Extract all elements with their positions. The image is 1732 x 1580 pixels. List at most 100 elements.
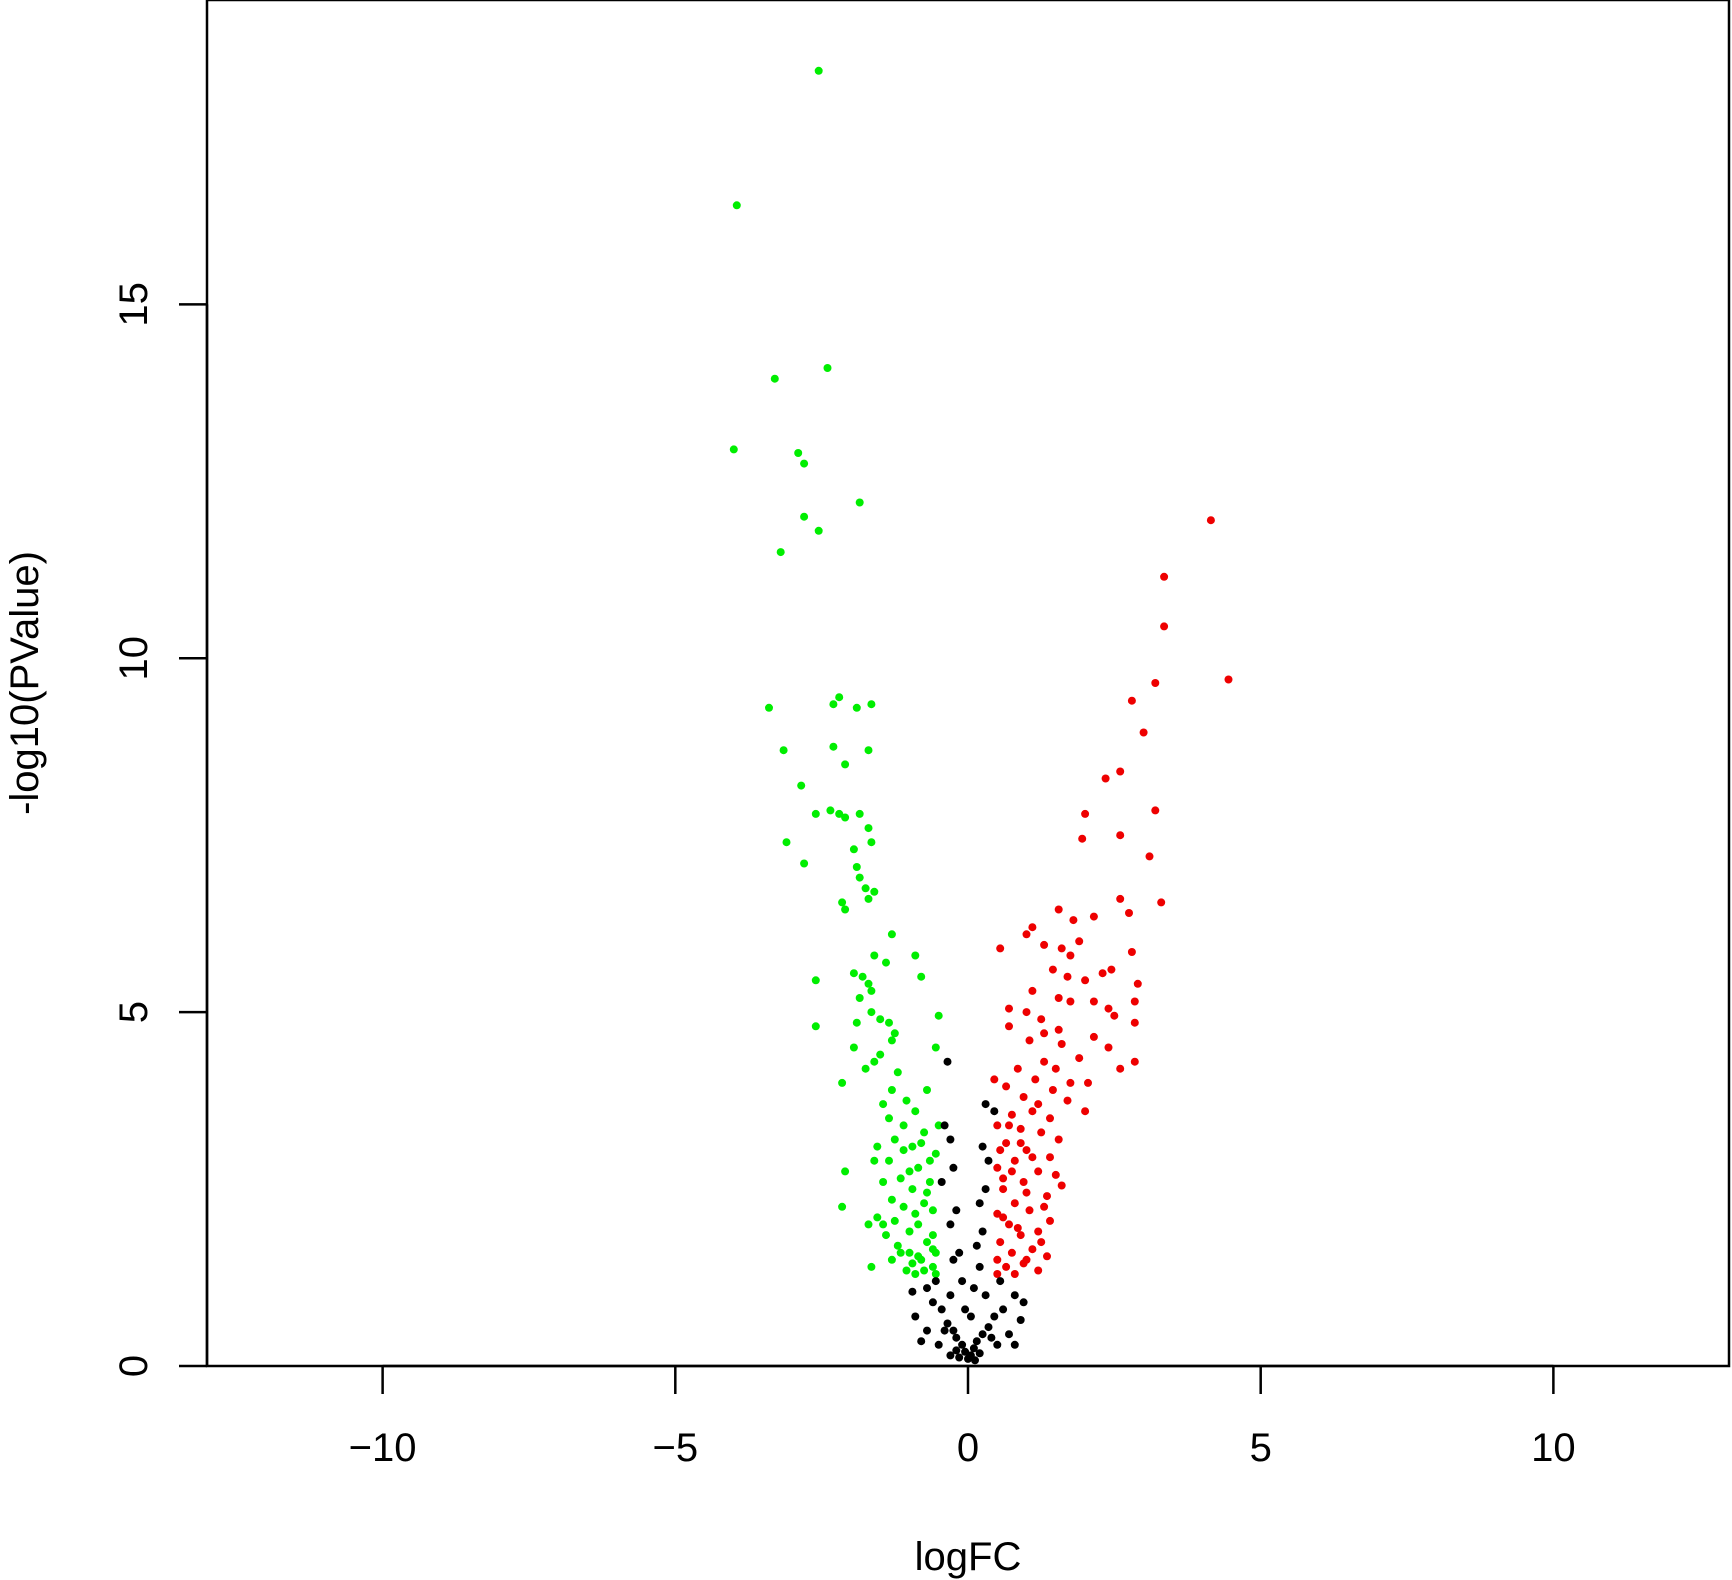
data-point [1002, 1139, 1011, 1148]
data-point [993, 1340, 1002, 1349]
data-point [961, 1347, 970, 1356]
data-point [1110, 1011, 1119, 1020]
data-point [841, 905, 850, 914]
data-point [1019, 1093, 1028, 1101]
data-point [955, 1353, 964, 1362]
data-point [838, 1078, 847, 1087]
data-point [928, 1206, 937, 1215]
data-point [1081, 976, 1090, 985]
data-point [1098, 969, 1107, 978]
data-point [978, 1142, 987, 1151]
data-point [1057, 1040, 1066, 1048]
data-point [841, 1167, 850, 1176]
data-point [911, 1270, 920, 1278]
data-point [1016, 1316, 1025, 1324]
data-point [940, 1121, 949, 1130]
data-point [928, 1262, 937, 1271]
data-point [1075, 937, 1084, 946]
data-point [1016, 1139, 1025, 1148]
data-point [984, 1156, 993, 1165]
data-point [1005, 1022, 1013, 1031]
series-0 [729, 66, 943, 1278]
data-point [987, 1333, 996, 1342]
data-point [835, 693, 844, 702]
data-point [1028, 1245, 1037, 1254]
data-point [955, 1248, 964, 1257]
data-point [996, 944, 1005, 953]
data-point [908, 1185, 917, 1194]
x-tick-label: −5 [653, 1426, 699, 1470]
data-point [1028, 923, 1037, 932]
data-point [911, 1312, 920, 1321]
data-point [1031, 1075, 1040, 1084]
data-point [867, 838, 876, 847]
data-point [879, 1100, 888, 1109]
data-point [943, 1057, 952, 1066]
data-point [1002, 1262, 1011, 1271]
data-point [934, 1011, 943, 1020]
data-point [858, 972, 867, 981]
data-point [1116, 894, 1125, 903]
data-point [873, 1213, 882, 1222]
data-point [838, 1202, 847, 1211]
data-point [882, 958, 890, 967]
data-point [835, 809, 844, 818]
data-point [765, 703, 773, 712]
data-point [972, 1241, 981, 1250]
data-point [1037, 1128, 1046, 1137]
data-point [999, 1305, 1008, 1314]
data-point [931, 1277, 940, 1286]
data-point [943, 1319, 952, 1328]
data-point [990, 1107, 999, 1116]
data-point [855, 994, 864, 1002]
data-point [949, 1163, 958, 1172]
data-point [978, 1227, 987, 1236]
data-point [937, 1178, 946, 1186]
data-point [934, 1121, 943, 1130]
data-point [923, 1326, 931, 1335]
data-point [887, 1036, 896, 1045]
data-point [1089, 912, 1098, 921]
data-point [893, 1241, 902, 1250]
data-point [1022, 930, 1031, 939]
data-point [885, 1114, 893, 1123]
data-point [867, 1008, 876, 1017]
data-point [870, 1057, 879, 1066]
data-point [1160, 622, 1169, 631]
data-point [923, 1238, 931, 1247]
data-point [1016, 1231, 1025, 1240]
data-point [1107, 965, 1116, 974]
data-point [864, 1220, 873, 1229]
data-point [794, 449, 803, 457]
data-point [864, 746, 873, 755]
data-point [1010, 1340, 1019, 1349]
data-point [890, 1135, 899, 1144]
data-point [890, 1029, 899, 1038]
data-point [887, 1255, 896, 1264]
data-point [1051, 1170, 1060, 1179]
data-point [949, 1255, 958, 1264]
data-point [899, 1146, 908, 1155]
data-point [1066, 951, 1075, 960]
data-point [949, 1326, 958, 1335]
data-point [1010, 1291, 1019, 1300]
data-point [1051, 1064, 1060, 1073]
data-point [1022, 1188, 1031, 1197]
data-point [1010, 1156, 1019, 1165]
data-point [887, 1086, 896, 1094]
data-point [893, 1068, 902, 1077]
data-point [849, 845, 858, 854]
data-point [1081, 1107, 1090, 1116]
data-point [931, 1270, 940, 1278]
data-point [1034, 1227, 1043, 1236]
data-point [1127, 948, 1136, 956]
data-point [1007, 1110, 1016, 1119]
data-point [841, 760, 850, 769]
data-point [1116, 1064, 1125, 1073]
data-point [971, 1356, 979, 1365]
data-point [917, 972, 926, 981]
data-point [1075, 1054, 1084, 1063]
data-point [981, 1100, 990, 1109]
data-point [1005, 1121, 1013, 1130]
